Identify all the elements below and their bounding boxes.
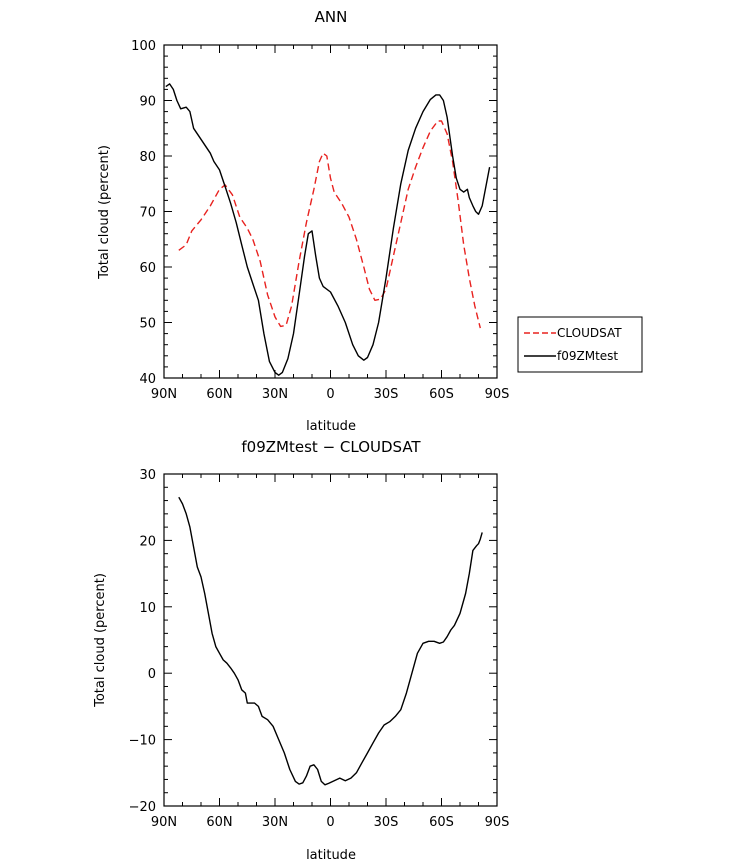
legend-label-f09zmtest: f09ZMtest bbox=[557, 349, 618, 363]
bottom-x-tick-label: 0 bbox=[326, 815, 334, 830]
bottom-y-tick-label: −20 bbox=[129, 800, 156, 815]
top-y-tick-label: 100 bbox=[131, 39, 156, 54]
bottom-x-tick-label: 30N bbox=[262, 815, 288, 830]
top-series-group bbox=[165, 83, 491, 376]
top-x-ticks: 90N 60N 30N 0 30S 60S 90S bbox=[151, 45, 510, 402]
bottom-y-axis-label: Total cloud (percent) bbox=[93, 573, 108, 708]
bottom-x-ticks: 90N 60N 30N 0 30S 60S 90S bbox=[151, 474, 510, 830]
bottom-y-ticks: −20 −10 0 10 20 30 bbox=[129, 468, 497, 815]
top-y-tick-label: 90 bbox=[139, 95, 156, 110]
bottom-x-tick-label: 60N bbox=[206, 815, 232, 830]
bottom-x-tick-label: 90N bbox=[151, 815, 177, 830]
top-x-tick-label: 30N bbox=[262, 387, 288, 402]
top-x-tick-label: 0 bbox=[326, 387, 334, 402]
bottom-series-line-difference bbox=[178, 496, 483, 786]
legend-box bbox=[517, 316, 643, 373]
bottom-plot-frame bbox=[163, 473, 498, 807]
top-x-axis-label: latitude bbox=[306, 419, 356, 434]
legend: CLOUDSAT f09ZMtest bbox=[517, 316, 643, 373]
top-x-tick-label: 90N bbox=[151, 387, 177, 402]
bottom-y-tick-label: 20 bbox=[139, 534, 156, 549]
bottom-x-tick-label: 30S bbox=[374, 815, 399, 830]
bottom-x-axis-label: latitude bbox=[306, 848, 356, 863]
top-x-tick-label: 90S bbox=[485, 387, 510, 402]
top-series-line-f09zmtest bbox=[165, 83, 491, 376]
bottom-x-tick-label: 90S bbox=[485, 815, 510, 830]
top-y-tick-label: 70 bbox=[139, 206, 156, 221]
bottom-series-group bbox=[178, 496, 483, 786]
bottom-y-tick-label: 30 bbox=[139, 468, 156, 483]
legend-label-cloudsat: CLOUDSAT bbox=[557, 326, 622, 340]
top-y-axis-label: Total cloud (percent) bbox=[97, 145, 112, 280]
top-y-ticks: 40 50 60 70 80 90 100 bbox=[131, 39, 497, 387]
top-series-line-cloudsat bbox=[178, 120, 481, 329]
bottom-x-tick-label: 60S bbox=[429, 815, 454, 830]
top-y-tick-label: 40 bbox=[139, 372, 156, 387]
bottom-y-tick-label: −10 bbox=[129, 734, 156, 749]
bottom-y-tick-label: 10 bbox=[139, 601, 156, 616]
top-y-tick-label: 50 bbox=[139, 317, 156, 332]
top-y-tick-label: 80 bbox=[139, 150, 156, 165]
bottom-panel: f09ZMtest − CLOUDSAT −20 −10 0 10 20 30 90N 60… bbox=[93, 438, 509, 863]
top-x-tick-label: 60N bbox=[206, 387, 232, 402]
top-plot-frame bbox=[163, 44, 498, 379]
top-y-tick-label: 60 bbox=[139, 261, 156, 276]
bottom-chart-title: f09ZMtest − CLOUDSAT bbox=[241, 438, 421, 456]
top-x-tick-label: 60S bbox=[429, 387, 454, 402]
top-chart-title: ANN bbox=[315, 8, 348, 26]
bottom-y-tick-label: 0 bbox=[148, 667, 156, 682]
top-x-tick-label: 30S bbox=[374, 387, 399, 402]
